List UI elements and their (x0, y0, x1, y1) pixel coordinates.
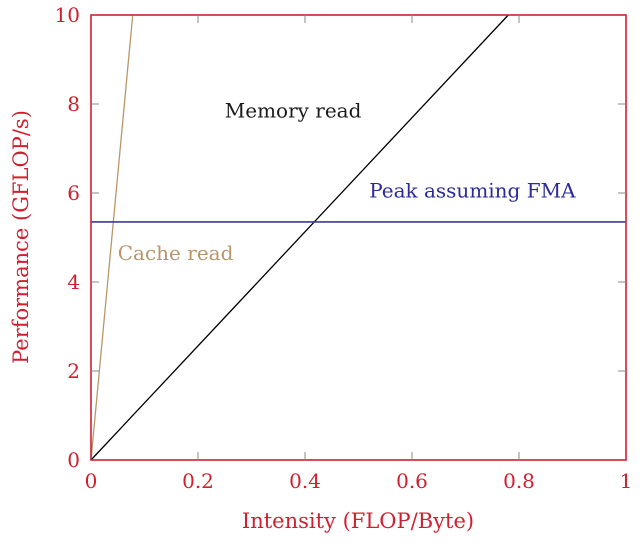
y-tick-label: 8 (67, 92, 80, 116)
y-tick-label: 2 (67, 359, 80, 383)
x-tick-label: 0.6 (396, 469, 428, 493)
y-tick-label: 6 (67, 181, 80, 205)
annotation-cache-read: Cache read (118, 241, 234, 265)
x-tick-label: 0 (85, 469, 98, 493)
x-axis-label: Intensity (FLOP/Byte) (242, 509, 474, 533)
y-axis-label: Performance (GFLOP/s) (9, 110, 33, 364)
annotations: Memory read Peak assuming FMA Cache read (118, 98, 576, 264)
plot-lines (90, 14, 626, 461)
y-tick-label: 0 (67, 448, 80, 472)
x-tick-label: 0.4 (289, 469, 321, 493)
y-tick-label: 10 (55, 3, 80, 27)
x-tick-label: 1 (620, 469, 633, 493)
plot-frame (90, 14, 627, 461)
x-tick-label: 0.2 (182, 469, 214, 493)
y-tick-label: 4 (67, 270, 80, 294)
series-cache-read (90, 14, 134, 461)
axes (90, 14, 627, 461)
annotation-memory-read: Memory read (225, 98, 362, 122)
annotation-peak-assuming-fma: Peak assuming FMA (369, 178, 576, 202)
series-memory-read (90, 14, 509, 461)
x-tick-label: 0.8 (503, 469, 535, 493)
